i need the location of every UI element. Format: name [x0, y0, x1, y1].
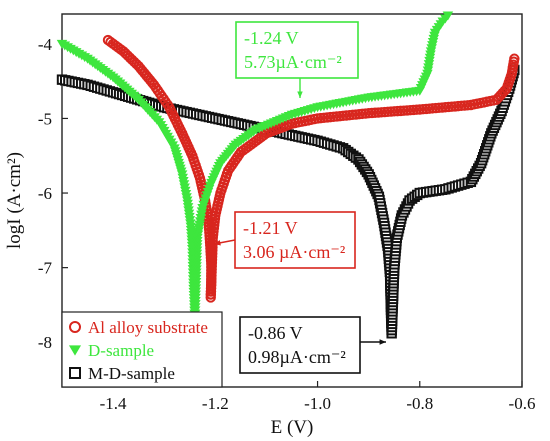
- annotation-box: -0.86 V 0.98µA·cm⁻²: [239, 316, 386, 374]
- y-tick-label: -8: [38, 333, 52, 352]
- data-point: [499, 85, 510, 97]
- annotation-frame: [235, 21, 359, 79]
- series-layer: [56, 11, 520, 339]
- annotations: -1.24 V 5.73µA·cm⁻² -1.21 V 3.06 µA·cm⁻² -0.…: [213, 21, 386, 374]
- x-tick-label: -1.2: [202, 394, 229, 413]
- series-triangle: [56, 11, 454, 325]
- x-axis-title: E (V): [271, 417, 314, 438]
- annotation-arrowhead: [214, 240, 221, 246]
- legend-marker: [68, 345, 82, 356]
- y-tick-label: -4: [38, 35, 53, 54]
- x-tick-label: -1.0: [304, 394, 331, 413]
- annotation-text: -1.24 V: [244, 28, 299, 48]
- axes: -1.4 -1.2 -1.0 -0.8 -0.6 -8 -7 -6 -5 -4: [38, 35, 536, 413]
- series-circle: [102, 34, 520, 303]
- y-tick-label: -5: [38, 109, 52, 128]
- annotation-frame: [234, 211, 356, 269]
- series-square: [56, 64, 520, 339]
- annotation-frame: [239, 316, 361, 374]
- y-tick-label: -6: [38, 184, 52, 203]
- y-axis-title: logI (A·cm²): [4, 152, 25, 249]
- legend: Al alloy substrate D-sample M-D-sample: [61, 311, 223, 388]
- annotation-text: 5.73µA·cm⁻²: [244, 52, 342, 72]
- legend-marker: [69, 367, 81, 379]
- data-point: [509, 53, 520, 64]
- x-tick-label: -0.8: [406, 394, 433, 413]
- annotation-box: -1.24 V 5.73µA·cm⁻²: [235, 21, 359, 98]
- data-point: [442, 11, 454, 21]
- annotation-text: 0.98µA·cm⁻²: [248, 347, 346, 367]
- x-tick-label: -1.4: [100, 394, 127, 413]
- legend-label: D-sample: [88, 341, 154, 360]
- annotation-box: -1.21 V 3.06 µA·cm⁻²: [213, 211, 356, 269]
- annotation-text: -1.21 V: [243, 218, 298, 238]
- plot-frame: [61, 13, 523, 388]
- legend-label: M-D-sample: [88, 364, 175, 383]
- legend-frame: [61, 311, 223, 388]
- legend-marker: [69, 321, 81, 333]
- annotation-arrowhead: [379, 339, 386, 345]
- legend-label: Al alloy substrate: [88, 318, 208, 337]
- x-tick-label: -0.6: [509, 394, 536, 413]
- annotation-text: -0.86 V: [248, 323, 303, 343]
- y-tick-label: -7: [38, 259, 53, 278]
- annotation-arrowhead: [297, 91, 303, 98]
- annotation-text: 3.06 µA·cm⁻²: [243, 242, 345, 262]
